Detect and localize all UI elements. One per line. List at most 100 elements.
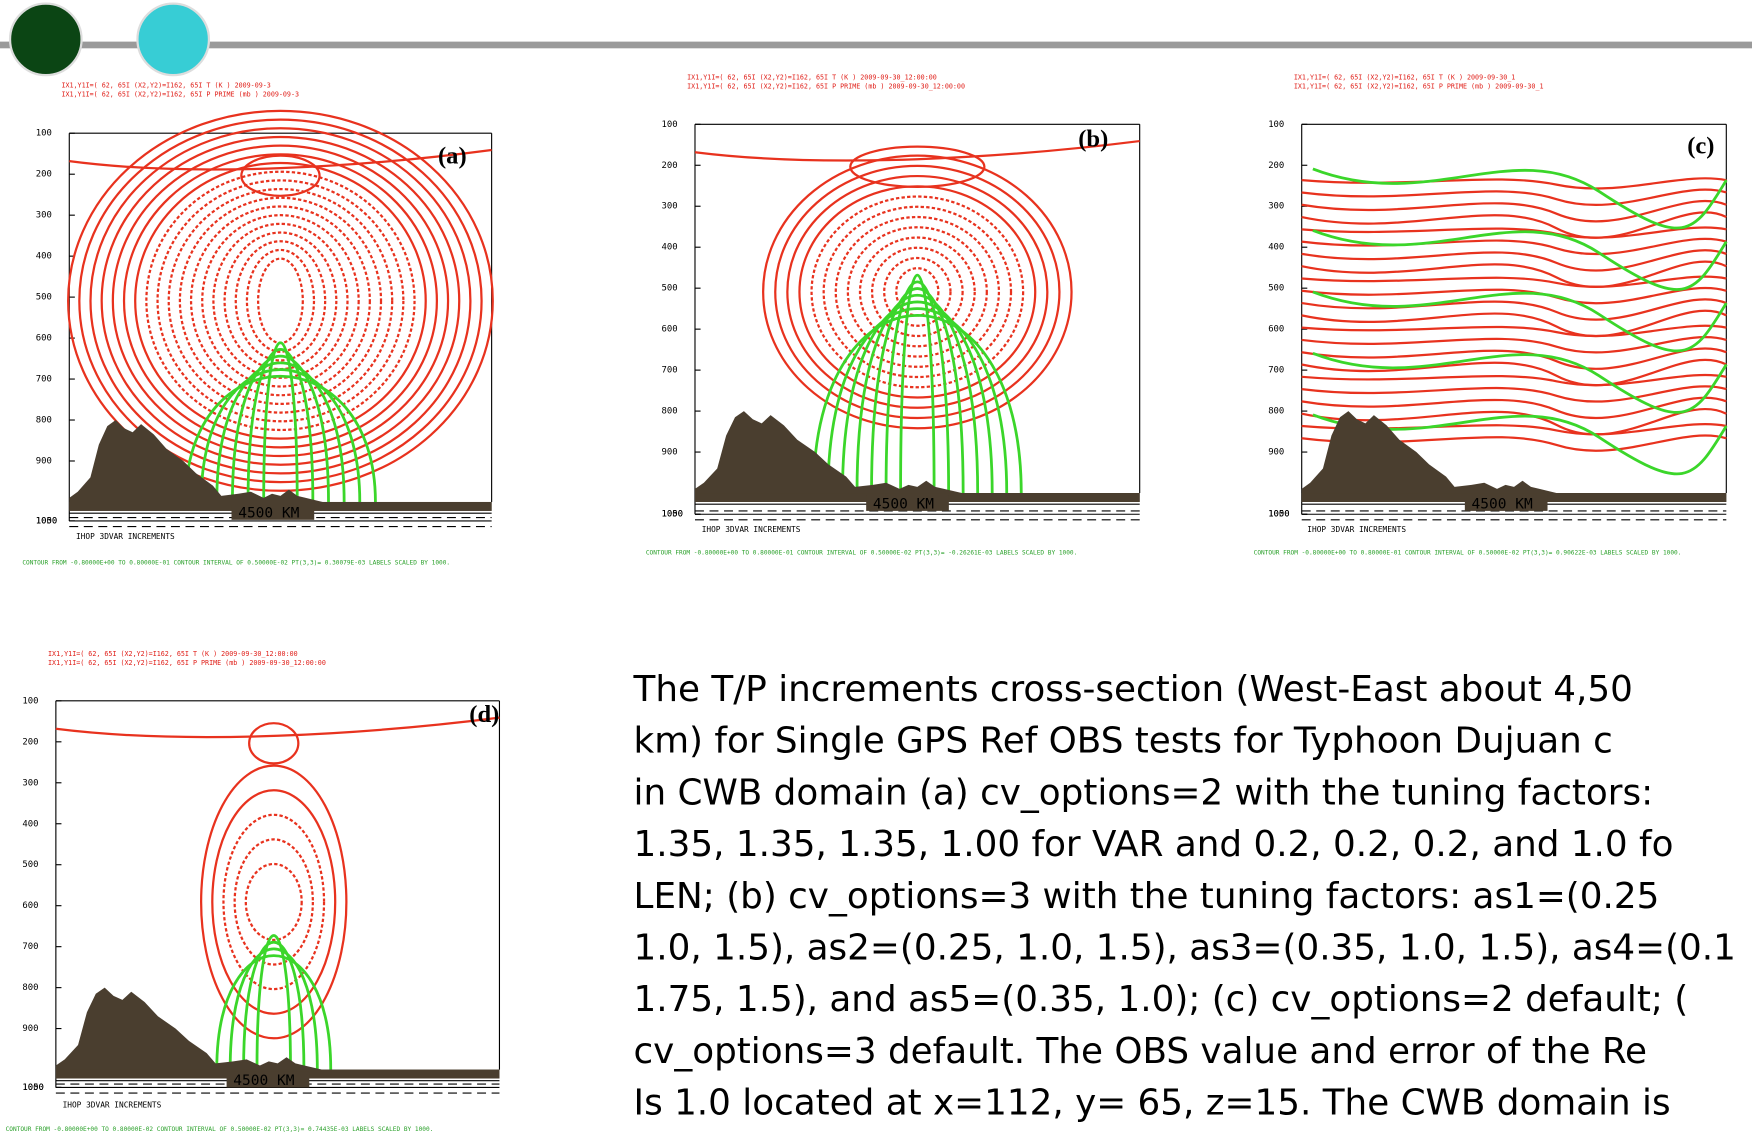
panel-label: (d) — [469, 701, 499, 728]
red-contour — [1301, 358, 1727, 387]
y-tick-label: 300 — [36, 211, 52, 221]
y-tick-label: 600 — [36, 334, 52, 344]
red-contour — [1301, 188, 1727, 207]
y-tick-label: 100 — [22, 696, 38, 706]
red-contour — [89, 127, 472, 475]
y-tick-label: 500 — [22, 860, 38, 870]
y-tick-label: 700 — [661, 366, 677, 376]
y-tick-label: 400 — [22, 819, 38, 829]
red-contour — [256, 257, 304, 345]
plot-footer: IHOP 3DVAR INCREMENTS — [76, 532, 175, 541]
red-contour — [774, 164, 1061, 420]
red-contour — [69, 148, 492, 171]
plot-header: IX1,Y1I=( 62, 65I (X2,Y2)=I162, 65I P PR… — [1294, 83, 1544, 91]
y-tick-label: 600 — [661, 325, 677, 335]
distance-label: 4500 KM — [238, 506, 299, 522]
bullet-cyan — [136, 2, 211, 77]
red-contour — [849, 145, 986, 188]
red-contour — [1301, 336, 1727, 354]
red-contour — [1301, 407, 1727, 436]
red-contour — [201, 214, 360, 388]
top-rule — [0, 41, 1752, 49]
caption-line: The T/P increments cross-section (West-E… — [633, 669, 1633, 710]
y-tick-label: 1000 — [36, 516, 58, 526]
red-contour — [234, 240, 327, 362]
y-tick-label: 1000 — [661, 510, 683, 520]
plot-header: IX1,Y1I=( 62, 65I (X2,Y2)=I162, 65I P PR… — [61, 90, 299, 98]
y-tick-label: 1050 — [661, 510, 683, 520]
y-tick-label: 100 — [36, 129, 52, 139]
red-contour — [1301, 347, 1727, 370]
y-tick-label: 1050 — [22, 1083, 44, 1093]
caption-line: 1.75, 1.5), and as5=(0.35, 1.0); (c) cv_… — [634, 979, 1689, 1020]
distance-label: 4500 KM — [1472, 497, 1533, 513]
red-contour — [1301, 286, 1727, 305]
red-contour — [846, 226, 988, 358]
y-tick-label: 400 — [36, 252, 52, 262]
caption-line: 1.0, 1.5), as2=(0.25, 1.0, 1.5), as3=(0.… — [634, 928, 1736, 969]
plot: IX1,Y1I=( 62, 65I (X2,Y2)=I162, 65I T (K… — [646, 74, 1141, 556]
y-tick-label: 300 — [22, 778, 38, 788]
red-contour — [200, 764, 348, 1040]
red-contour — [100, 135, 461, 466]
green-contour — [855, 293, 980, 494]
y-tick-label: 800 — [22, 983, 38, 993]
y-tick-label: 200 — [661, 161, 677, 171]
panel-label: (b) — [1078, 126, 1108, 153]
red-contour — [858, 236, 976, 348]
caption-line: Is 1.0 located at x=112, y= 65, z=15. Th… — [634, 1083, 1671, 1124]
green-contour — [1312, 290, 1728, 353]
red-contour — [1301, 249, 1727, 272]
y-tick-label: 900 — [36, 456, 52, 466]
plot: IX1,Y1I=( 62, 65I (X2,Y2)=I162, 65I T (K… — [6, 650, 501, 1133]
red-contour — [222, 813, 326, 991]
y-tick-label: 300 — [661, 202, 677, 212]
y-tick-label: 700 — [36, 375, 52, 385]
y-tick-label: 200 — [1268, 161, 1284, 171]
red-contour — [1301, 237, 1727, 256]
contour-info: CONTOUR FROM -0.80000E+00 TO 0.80000E-01… — [1254, 549, 1682, 556]
y-tick-label: 800 — [1268, 407, 1284, 417]
y-tick-label: 700 — [1268, 366, 1284, 376]
y-tick-label: 900 — [22, 1024, 38, 1034]
green-contour — [246, 348, 315, 502]
red-contour — [870, 246, 964, 338]
km-bg — [1464, 495, 1548, 511]
contour-info: CONTOUR FROM -0.80000E+00 TO 0.80000E-02… — [6, 1126, 434, 1133]
green-contour — [826, 307, 1009, 494]
red-contour — [240, 154, 321, 197]
red-contour — [762, 154, 1073, 430]
red-contour — [111, 144, 450, 458]
red-contour — [1301, 309, 1727, 338]
red-contour — [55, 716, 500, 739]
plot-header: IX1,Y1I=( 62, 65I (X2,Y2)=I162, 65I P PR… — [687, 83, 965, 91]
plot: IX1,Y1I=( 62, 65I (X2,Y2)=I162, 65I T (K… — [1254, 74, 1728, 556]
plot-footer: IHOP 3DVAR INCREMENTS — [702, 525, 801, 534]
panel-label: (a) — [438, 142, 467, 169]
green-contour — [262, 341, 299, 502]
red-contour — [1301, 373, 1727, 387]
green-contour — [215, 954, 333, 1070]
y-tick-label: 600 — [22, 901, 38, 911]
plot-header: IX1,Y1I=( 62, 65I (X2,Y2)=I162, 65I T (K… — [61, 81, 270, 89]
red-contour — [211, 789, 337, 1015]
caption-line: LEN; (b) cv_options=3 with the tuning fa… — [634, 876, 1660, 917]
y-tick-label: 800 — [36, 416, 52, 426]
red-contour — [786, 174, 1049, 409]
caption-line: 1.35, 1.35, 1.35, 1.00 for VAR and 0.2, … — [634, 824, 1674, 865]
y-tick-label: 200 — [36, 170, 52, 180]
green-contour — [199, 368, 362, 502]
green-contour — [812, 314, 1023, 494]
red-contour — [167, 187, 394, 414]
y-tick-label: 700 — [22, 942, 38, 952]
red-contour — [78, 118, 483, 484]
y-tick-label: 1000 — [22, 1083, 44, 1093]
km-bg — [226, 1071, 310, 1088]
caption-line: in CWB domain (a) cv_options=2 with the … — [634, 772, 1654, 813]
terrain — [694, 411, 1140, 502]
green-contour — [884, 280, 951, 494]
red-contour — [810, 195, 1025, 389]
km-bg — [866, 495, 949, 511]
red-contour — [122, 153, 438, 449]
red-contour — [694, 139, 1140, 162]
